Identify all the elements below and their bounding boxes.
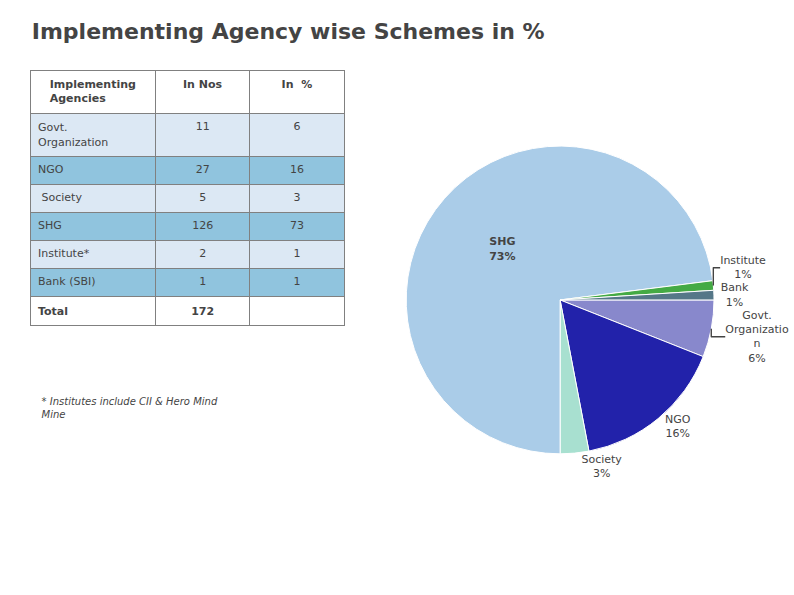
svg-text:Institute1%: Institute1% [720, 254, 766, 281]
svg-text:3: 3 [293, 191, 300, 204]
svg-text:Implementing Agency wise Schem: Implementing Agency wise Schemes in % [32, 19, 545, 44]
svg-text:Society: Society [38, 191, 82, 204]
svg-text:ImplementingAgencies: ImplementingAgencies [50, 78, 136, 105]
svg-text:Institute*: Institute* [38, 247, 90, 260]
svg-text:In %: In % [282, 78, 313, 91]
svg-text:172: 172 [191, 305, 214, 318]
svg-text:Govt.Organization6%: Govt.Organization6% [725, 309, 789, 365]
svg-text:6: 6 [293, 120, 300, 133]
svg-text:Total: Total [38, 305, 68, 318]
svg-text:NGO: NGO [38, 163, 64, 176]
svg-text:16: 16 [290, 163, 304, 176]
svg-text:NGO16%: NGO16% [665, 413, 691, 440]
svg-text:Govt.Organization: Govt.Organization [38, 121, 108, 148]
svg-text:SHG73%: SHG73% [489, 235, 515, 262]
svg-text:Bank (SBI): Bank (SBI) [38, 275, 95, 288]
svg-text:126: 126 [192, 219, 213, 232]
svg-text:1: 1 [199, 275, 206, 288]
svg-text:SHG: SHG [38, 219, 62, 232]
svg-text:1: 1 [293, 247, 300, 260]
svg-text:5: 5 [199, 191, 206, 204]
svg-text:1: 1 [293, 275, 300, 288]
svg-text:73: 73 [290, 219, 304, 232]
svg-text:Bank1%: Bank1% [721, 281, 749, 308]
svg-text:11: 11 [196, 120, 210, 133]
svg-text:2: 2 [199, 247, 206, 260]
svg-text:In Nos: In Nos [183, 78, 223, 91]
svg-text:Society3%: Society3% [581, 453, 622, 480]
svg-text:* Institutes include CII & Her: * Institutes include CII & Hero Mind Min… [32, 396, 218, 420]
svg-text:27: 27 [196, 163, 210, 176]
